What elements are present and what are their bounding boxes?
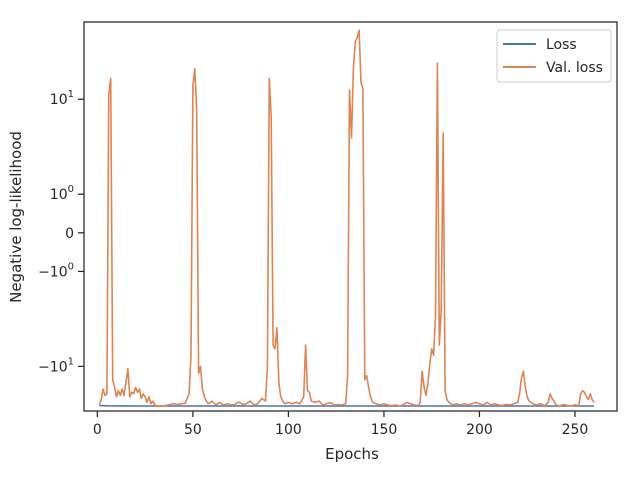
x-tick-label: 50 (184, 422, 202, 438)
x-axis-ticks: 0 50 100 150 200 250 (93, 411, 588, 438)
y-tick-label: −100 (38, 261, 74, 280)
y-tick-label: 101 (50, 89, 74, 108)
x-tick-label: 200 (466, 422, 493, 438)
y-tick-label: 0 (65, 226, 74, 242)
legend-label-val-loss: Val. loss (546, 60, 603, 76)
x-tick-label: 100 (275, 422, 302, 438)
y-tick-label: 100 (50, 184, 74, 203)
legend: Loss Val. loss (496, 29, 612, 83)
plot-lines (98, 29, 595, 408)
x-axis-label: Epochs (325, 445, 379, 463)
x-tick-label: 250 (562, 422, 589, 438)
y-tick-label: −101 (38, 356, 74, 375)
x-tick-label: 0 (93, 422, 102, 438)
y-axis-ticks: 101 100 0 −100 −101 (38, 89, 84, 375)
series-line-val-loss (98, 29, 595, 408)
axes-frame (83, 21, 618, 412)
series-line-loss (99, 404, 595, 407)
legend-label-loss: Loss (546, 37, 577, 53)
x-tick-label: 150 (371, 422, 398, 438)
y-axis-label: Negative log-likelihood (7, 131, 25, 303)
